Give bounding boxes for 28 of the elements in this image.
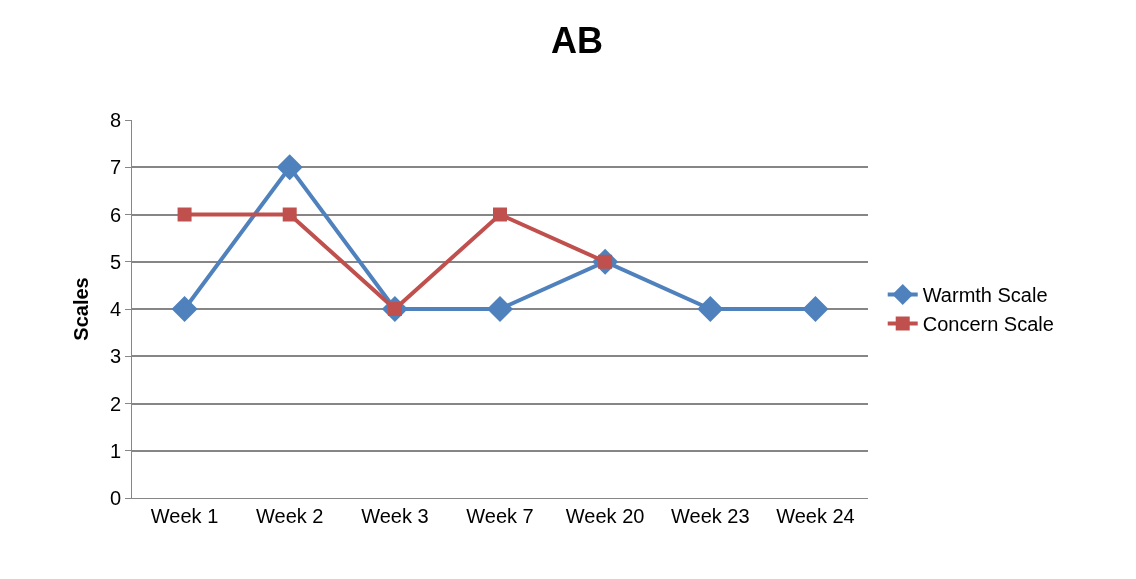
y-tick-label: 4 bbox=[109, 298, 121, 320]
y-tick-label: 7 bbox=[109, 156, 121, 179]
point bbox=[493, 207, 507, 222]
y-tick-label: 5 bbox=[109, 250, 121, 273]
point bbox=[802, 296, 829, 322]
y-axis-title: Scales bbox=[70, 277, 93, 341]
point bbox=[282, 207, 297, 222]
x-tick-label: Week 1 bbox=[150, 505, 219, 527]
y-tick-label: 1 bbox=[109, 439, 121, 462]
x-tick-label: Week 7 bbox=[466, 505, 534, 527]
point bbox=[697, 296, 724, 322]
x-tick-label: Week 23 bbox=[671, 505, 750, 527]
chart-title: AB bbox=[551, 20, 604, 62]
x-tick-label: Week 24 bbox=[776, 505, 855, 527]
x-tick-label: Week 2 bbox=[255, 505, 324, 527]
point bbox=[171, 296, 198, 322]
point bbox=[276, 154, 303, 181]
x-tick-label: Week 20 bbox=[565, 505, 645, 527]
y-tick-label: 3 bbox=[109, 345, 121, 368]
point bbox=[177, 207, 192, 222]
x-tick-label: Week 3 bbox=[361, 505, 429, 527]
y-tick-label: 6 bbox=[109, 203, 121, 226]
y-tick-label: 8 bbox=[109, 109, 121, 131]
point bbox=[487, 296, 513, 322]
y-tick-label: 2 bbox=[109, 392, 121, 415]
y-tick-label: 0 bbox=[109, 487, 121, 509]
legend-label: Warmth Scale bbox=[922, 284, 1048, 307]
legend-label: Concern Scale bbox=[922, 313, 1054, 336]
